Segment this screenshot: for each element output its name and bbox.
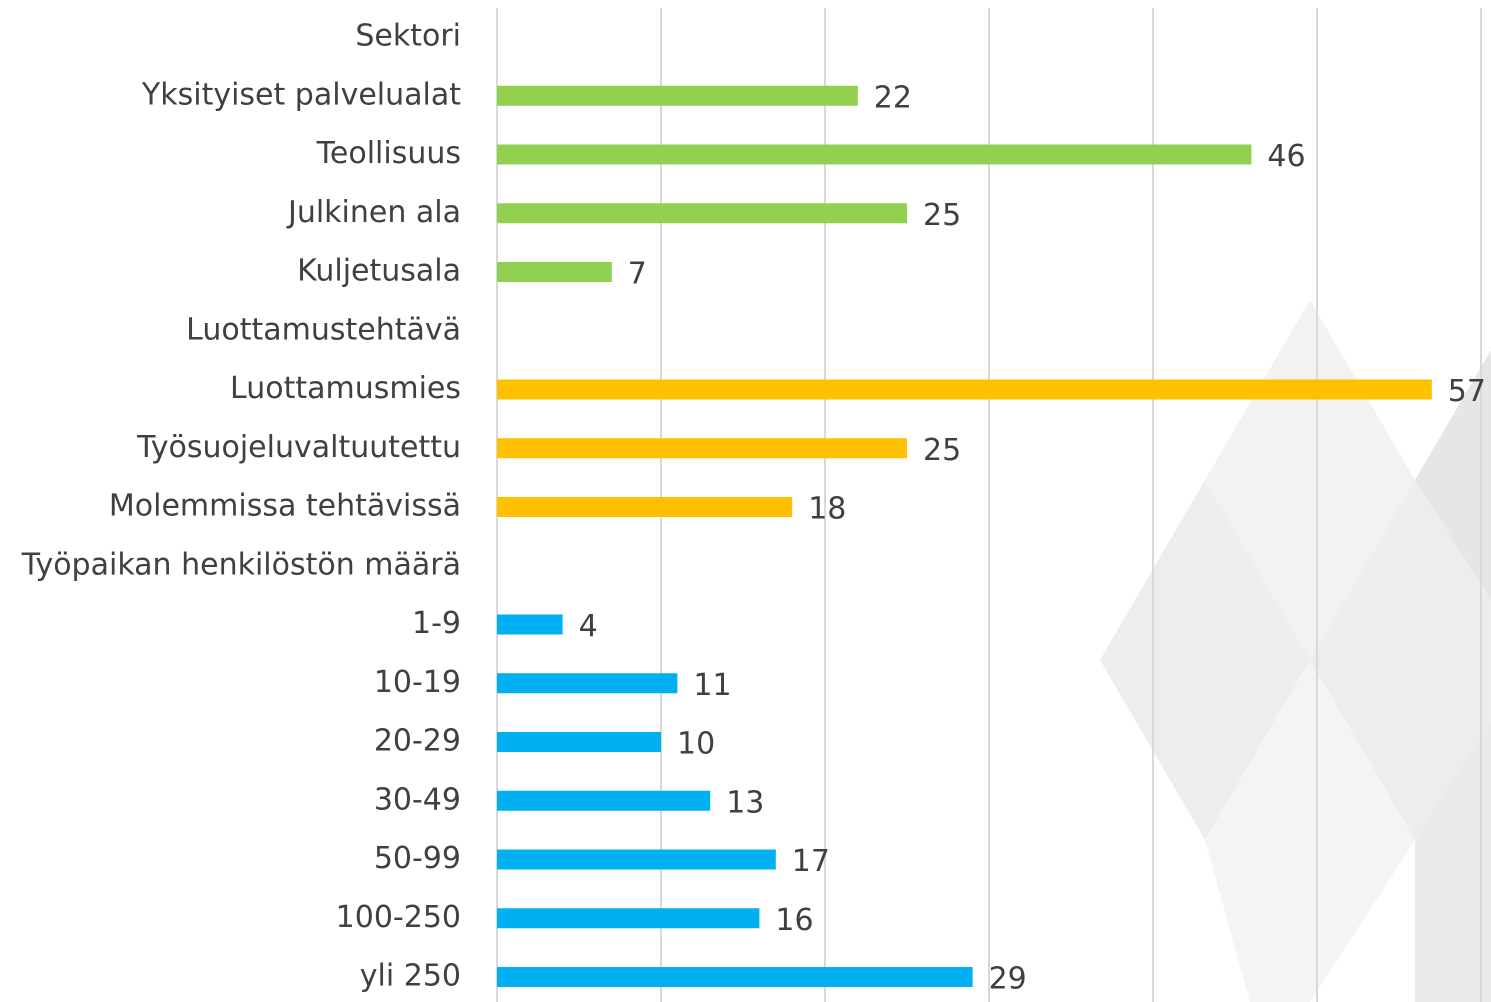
data-label: 25 xyxy=(923,198,961,233)
bar xyxy=(497,438,907,459)
bar xyxy=(497,144,1252,165)
background-pattern xyxy=(1100,300,1491,1002)
bar xyxy=(497,673,678,694)
category-label: yli 250 xyxy=(360,959,461,994)
data-label: 10 xyxy=(677,727,715,762)
bar xyxy=(497,85,858,106)
category-label: 10-19 xyxy=(374,665,461,700)
data-label: 16 xyxy=(775,903,813,938)
data-label: 18 xyxy=(808,492,846,527)
category-label: Yksityiset palvelualat xyxy=(141,77,461,112)
category-label: 50-99 xyxy=(374,841,461,876)
bar xyxy=(497,262,612,282)
category-label: Molemmissa tehtävissä xyxy=(109,489,461,524)
category-label: 100-250 xyxy=(336,900,461,935)
bar xyxy=(497,379,1432,400)
data-label: 22 xyxy=(874,80,912,115)
data-label: 17 xyxy=(792,844,830,879)
data-label: 13 xyxy=(726,785,764,820)
data-label: 29 xyxy=(989,962,1027,997)
bar xyxy=(497,614,563,635)
data-label: 25 xyxy=(923,433,961,468)
category-label: Teollisuus xyxy=(316,136,461,171)
data-label: 11 xyxy=(693,668,731,703)
bar xyxy=(497,732,661,752)
data-label: 57 xyxy=(1448,374,1486,409)
bar xyxy=(497,203,907,224)
bar xyxy=(497,908,760,929)
bar xyxy=(497,849,776,870)
category-label: Luottamustehtävä xyxy=(186,312,461,347)
category-label: 1-9 xyxy=(412,606,461,641)
category-label: Julkinen ala xyxy=(286,195,461,230)
category-label: Sektori xyxy=(355,19,461,54)
category-label: Luottamusmies xyxy=(230,371,461,406)
data-label: 4 xyxy=(579,609,598,644)
category-label: Työpaikan henkilöstön määrä xyxy=(21,547,461,582)
category-label: 30-49 xyxy=(374,782,461,817)
category-label: Kuljetusala xyxy=(297,254,461,289)
category-label: 20-29 xyxy=(374,724,461,759)
bar xyxy=(497,967,973,987)
bar xyxy=(497,497,793,517)
category-label: Työsuojeluvaltuutettu xyxy=(136,430,461,465)
bar xyxy=(497,790,711,811)
data-label: 7 xyxy=(628,257,647,292)
data-label: 46 xyxy=(1267,139,1305,174)
